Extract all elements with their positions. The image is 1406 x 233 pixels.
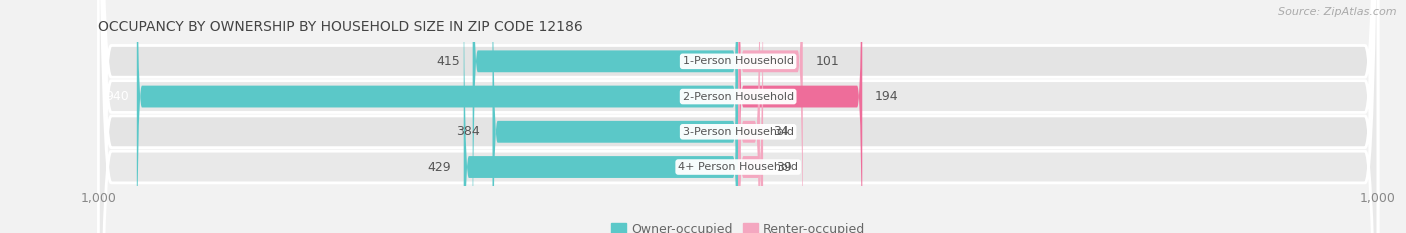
- Text: 39: 39: [776, 161, 792, 174]
- Text: 2-Person Household: 2-Person Household: [682, 92, 794, 102]
- FancyBboxPatch shape: [98, 0, 1378, 233]
- FancyBboxPatch shape: [738, 0, 803, 233]
- FancyBboxPatch shape: [472, 0, 738, 233]
- Text: Source: ZipAtlas.com: Source: ZipAtlas.com: [1278, 7, 1396, 17]
- FancyBboxPatch shape: [98, 0, 1378, 233]
- FancyBboxPatch shape: [136, 0, 738, 233]
- Text: 4+ Person Household: 4+ Person Household: [678, 162, 799, 172]
- Text: 940: 940: [105, 90, 128, 103]
- Text: 3-Person Household: 3-Person Household: [683, 127, 793, 137]
- FancyBboxPatch shape: [98, 0, 1378, 233]
- FancyBboxPatch shape: [738, 0, 862, 233]
- Text: 429: 429: [427, 161, 451, 174]
- FancyBboxPatch shape: [464, 0, 738, 233]
- FancyBboxPatch shape: [492, 0, 738, 233]
- Text: 415: 415: [436, 55, 460, 68]
- Text: 34: 34: [773, 125, 789, 138]
- Text: OCCUPANCY BY OWNERSHIP BY HOUSEHOLD SIZE IN ZIP CODE 12186: OCCUPANCY BY OWNERSHIP BY HOUSEHOLD SIZE…: [98, 20, 583, 34]
- Text: 194: 194: [875, 90, 898, 103]
- Text: 101: 101: [815, 55, 839, 68]
- Text: 1-Person Household: 1-Person Household: [683, 56, 793, 66]
- FancyBboxPatch shape: [98, 0, 1378, 233]
- Legend: Owner-occupied, Renter-occupied: Owner-occupied, Renter-occupied: [606, 218, 870, 233]
- FancyBboxPatch shape: [738, 0, 763, 233]
- Text: 384: 384: [456, 125, 479, 138]
- FancyBboxPatch shape: [738, 0, 759, 233]
